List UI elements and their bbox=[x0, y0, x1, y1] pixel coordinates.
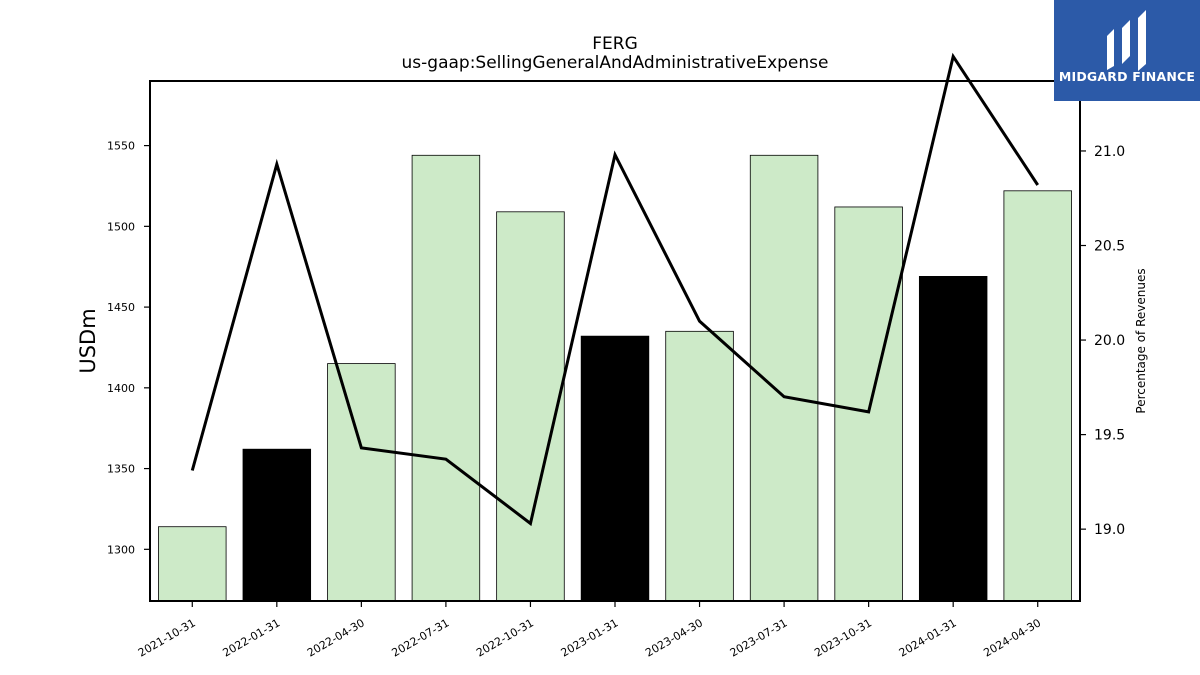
x-tick-label: 2023-07-31 bbox=[728, 616, 790, 659]
y2-tick-label: 21.0 bbox=[1094, 144, 1125, 160]
chart-title: FERG bbox=[592, 34, 638, 54]
y2-tick-label: 19.5 bbox=[1094, 428, 1125, 444]
x-axis: 2021-10-31 2022-01-31 2022-04-30 2022-07-31… bbox=[136, 601, 1043, 660]
brand-name: MIDGARD FINANCE bbox=[1058, 69, 1196, 84]
y-axis-label: USDm bbox=[76, 308, 100, 373]
bar bbox=[834, 206, 903, 602]
y-tick-label: 1300 bbox=[107, 543, 135, 556]
bar bbox=[242, 448, 312, 602]
brand-mark-icon bbox=[1107, 10, 1146, 71]
bar bbox=[158, 526, 227, 602]
bar bbox=[580, 335, 650, 602]
bar bbox=[411, 154, 481, 602]
x-tick-label: 2022-10-31 bbox=[474, 616, 536, 659]
y-tick-label: 1450 bbox=[107, 301, 135, 314]
y-axis-right: 19.0 19.5 20.0 20.5 21.0 bbox=[1080, 144, 1125, 538]
x-tick-label: 2022-07-31 bbox=[390, 616, 452, 659]
y-tick-label: 1500 bbox=[107, 220, 135, 233]
x-tick-label: 2022-04-30 bbox=[305, 616, 367, 659]
y2-tick-label: 19.0 bbox=[1094, 522, 1125, 538]
bar bbox=[1003, 190, 1072, 602]
bar bbox=[327, 363, 396, 602]
y2-axis-label: Percentage of Revenues bbox=[1134, 268, 1148, 413]
x-tick-label: 2023-04-30 bbox=[643, 616, 705, 659]
y-axis-left: 1300 1350 1400 1450 1500 1550 bbox=[107, 140, 150, 556]
brand-logo: MIDGARD FINANCE bbox=[1054, 0, 1200, 101]
x-tick-label: 2023-10-31 bbox=[812, 616, 874, 659]
x-tick-label: 2021-10-31 bbox=[136, 616, 198, 659]
y2-tick-label: 20.5 bbox=[1094, 239, 1125, 255]
bars-layer bbox=[158, 154, 1072, 602]
y-tick-label: 1550 bbox=[107, 140, 135, 153]
x-tick-label: 2024-04-30 bbox=[981, 616, 1043, 659]
bar bbox=[749, 154, 819, 602]
bar bbox=[665, 330, 734, 602]
x-tick-label: 2022-01-31 bbox=[220, 616, 282, 659]
y-tick-label: 1350 bbox=[107, 463, 135, 476]
y2-tick-label: 20.0 bbox=[1094, 333, 1125, 349]
ratio-line bbox=[190, 52, 1039, 527]
x-tick-label: 2024-01-31 bbox=[897, 616, 959, 659]
bar bbox=[918, 276, 988, 602]
bar bbox=[496, 211, 565, 602]
chart-subtitle: us-gaap:SellingGeneralAndAdministrativeE… bbox=[402, 53, 829, 73]
y-tick-label: 1400 bbox=[107, 382, 135, 395]
x-tick-label: 2023-01-31 bbox=[559, 616, 621, 659]
